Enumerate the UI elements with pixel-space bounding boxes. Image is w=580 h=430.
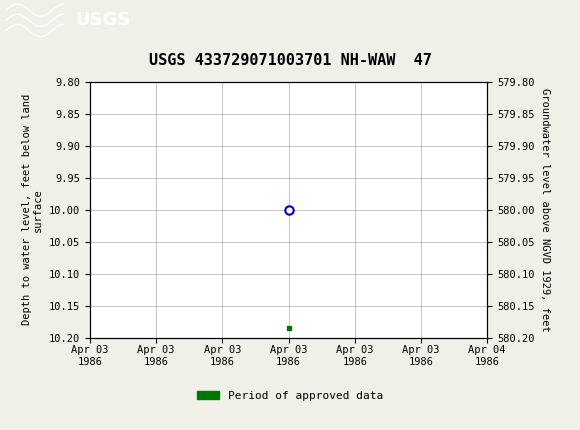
Legend: Period of approved data: Period of approved data: [193, 386, 387, 405]
Y-axis label: Groundwater level above NGVD 1929, feet: Groundwater level above NGVD 1929, feet: [540, 88, 550, 332]
Text: USGS: USGS: [75, 12, 130, 29]
Text: USGS 433729071003701 NH-WAW  47: USGS 433729071003701 NH-WAW 47: [148, 53, 432, 68]
Y-axis label: Depth to water level, feet below land
surface: Depth to water level, feet below land su…: [22, 94, 44, 325]
